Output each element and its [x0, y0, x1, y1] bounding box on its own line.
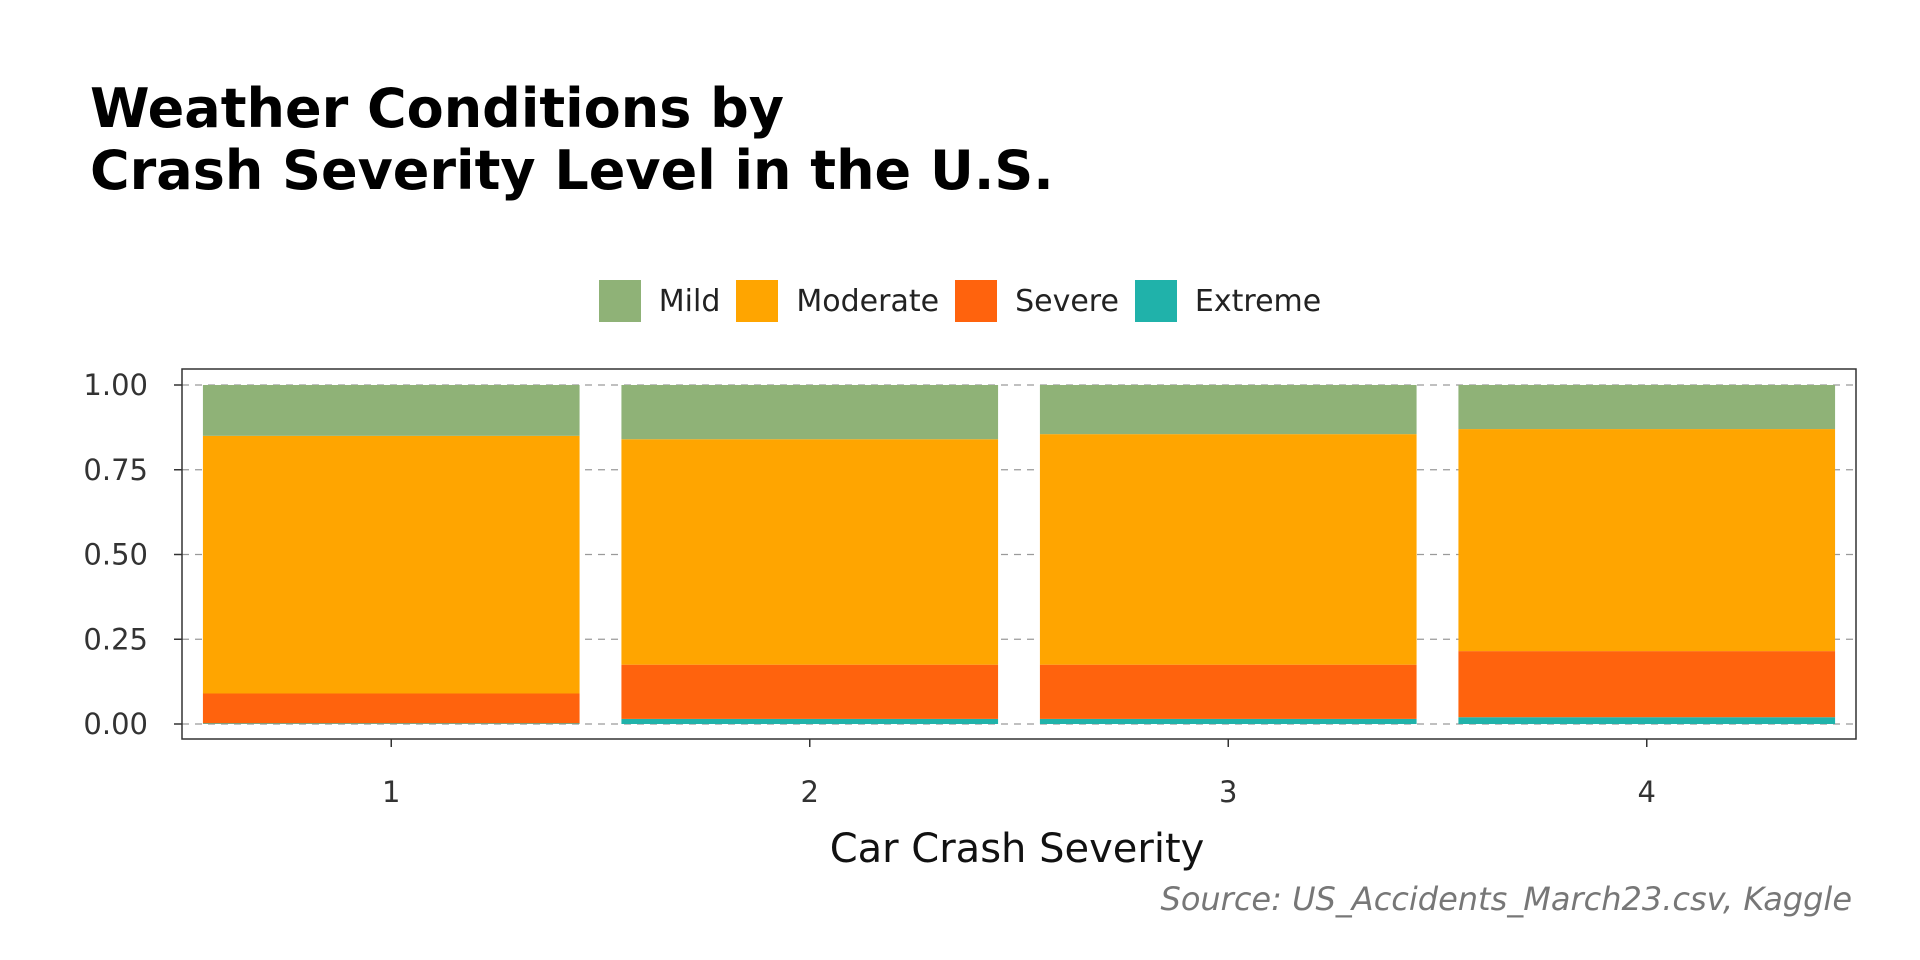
legend-swatch-mild: [598, 280, 641, 322]
x-tick-label-1: 1: [382, 775, 400, 809]
bar-extreme-1: [202, 723, 580, 724]
x-tick-label-3: 3: [1219, 775, 1237, 809]
source-caption: Source: US_Accidents_March23.csv, Kaggle: [1160, 880, 1853, 918]
x-tick-label-2: 2: [801, 775, 819, 809]
bar-moderate-1: [202, 435, 580, 694]
bar-extreme-4: [1458, 717, 1836, 724]
bar-severe-1: [202, 693, 580, 724]
x-tick-label-4: 4: [1638, 775, 1656, 809]
bar-extreme-3: [1039, 718, 1417, 724]
legend-label-severe: Severe: [1015, 283, 1119, 319]
legend-label-mild: Mild: [658, 283, 721, 319]
bar-mild-2: [621, 385, 999, 440]
y-tick-label-2: 0.50: [83, 538, 148, 572]
bar-severe-4: [1458, 651, 1836, 718]
bar-mild-1: [202, 385, 580, 436]
y-tick-label-3: 0.75: [83, 453, 148, 487]
y-tick-label-1: 0.25: [83, 622, 148, 656]
legend-item-severe: Severe: [955, 280, 1119, 322]
y-tick-label-4: 1.00: [83, 368, 148, 402]
bar-severe-2: [621, 664, 999, 719]
legend-label-moderate: Moderate: [796, 283, 940, 319]
bar-moderate-3: [1039, 434, 1417, 665]
legend-item-mild: Mild: [598, 280, 721, 322]
chart-title-line-1: Weather Conditions by: [90, 77, 785, 140]
chart-legend: Mild Moderate Severe Extreme: [0, 280, 1920, 322]
bar-mild-4: [1458, 385, 1836, 430]
bar-severe-3: [1039, 664, 1417, 719]
y-tick-label-0: 0.00: [83, 707, 148, 741]
legend-swatch-extreme: [1134, 280, 1177, 322]
bar-moderate-4: [1458, 429, 1836, 652]
bar-extreme-2: [621, 718, 999, 724]
legend-label-extreme: Extreme: [1194, 283, 1322, 319]
chart-title: Weather Conditions by Crash Severity Lev…: [90, 78, 1054, 202]
x-axis-label: Car Crash Severity: [829, 826, 1205, 872]
chart-title-line-2: Crash Severity Level in the U.S.: [90, 139, 1054, 202]
legend-item-extreme: Extreme: [1134, 280, 1322, 322]
bar-mild-3: [1039, 385, 1417, 435]
legend-item-moderate: Moderate: [736, 280, 939, 322]
legend-swatch-moderate: [736, 280, 779, 322]
bar-moderate-2: [621, 439, 999, 665]
axes: 0.00 0.25 0.50 0.75 1.00 1 2 3 4: [83, 368, 1656, 809]
legend-swatch-severe: [955, 280, 998, 322]
bars: [202, 385, 1836, 724]
